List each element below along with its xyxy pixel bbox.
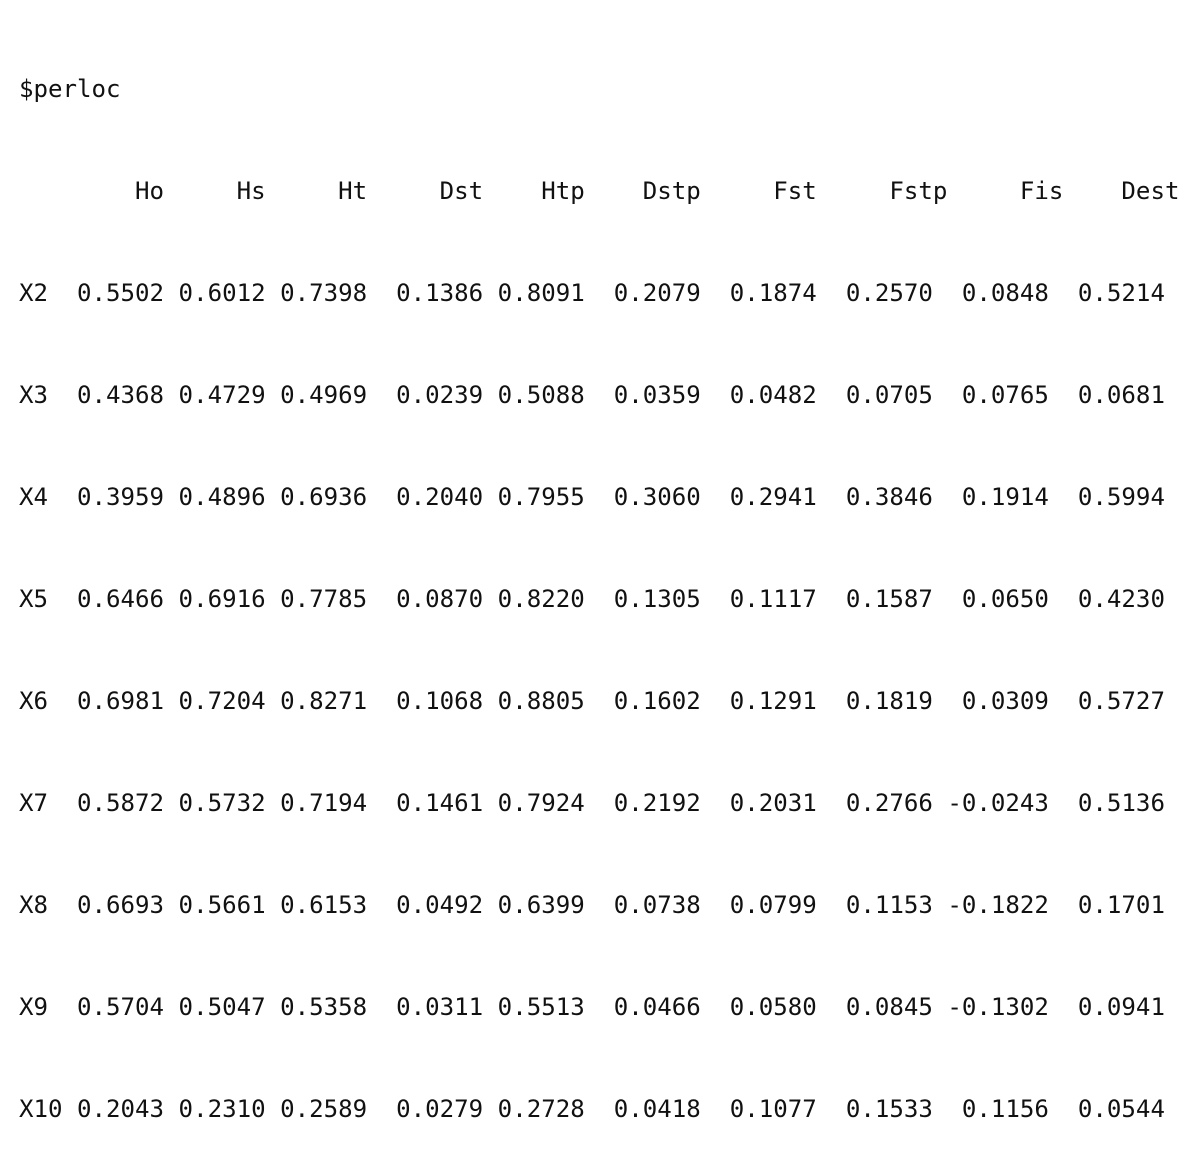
perloc-header: Ho Hs Ht Dst Htp Dstp Fst Fstp Fis Dest — [19, 177, 1178, 205]
perloc-row-x2: X2 0.5502 0.6012 0.7398 0.1386 0.8091 0.… — [19, 279, 1165, 307]
perloc-row-x4: X4 0.3959 0.4896 0.6936 0.2040 0.7955 0.… — [19, 483, 1165, 511]
perloc-row-x5: X5 0.6466 0.6916 0.7785 0.0870 0.8220 0.… — [19, 585, 1165, 613]
perloc-row-x9: X9 0.5704 0.5047 0.5358 0.0311 0.5513 0.… — [19, 993, 1165, 1021]
perloc-row-x10: X10 0.2043 0.2310 0.2589 0.0279 0.2728 0… — [19, 1095, 1165, 1123]
perloc-title: $perloc — [19, 75, 121, 103]
perloc-row-x6: X6 0.6981 0.7204 0.8271 0.1068 0.8805 0.… — [19, 687, 1165, 715]
perloc-row-x7: X7 0.5872 0.5732 0.7194 0.1461 0.7924 0.… — [19, 789, 1165, 817]
perloc-row-x8: X8 0.6693 0.5661 0.6153 0.0492 0.6399 0.… — [19, 891, 1165, 919]
perloc-row-x3: X3 0.4368 0.4729 0.4969 0.0239 0.5088 0.… — [19, 381, 1165, 409]
